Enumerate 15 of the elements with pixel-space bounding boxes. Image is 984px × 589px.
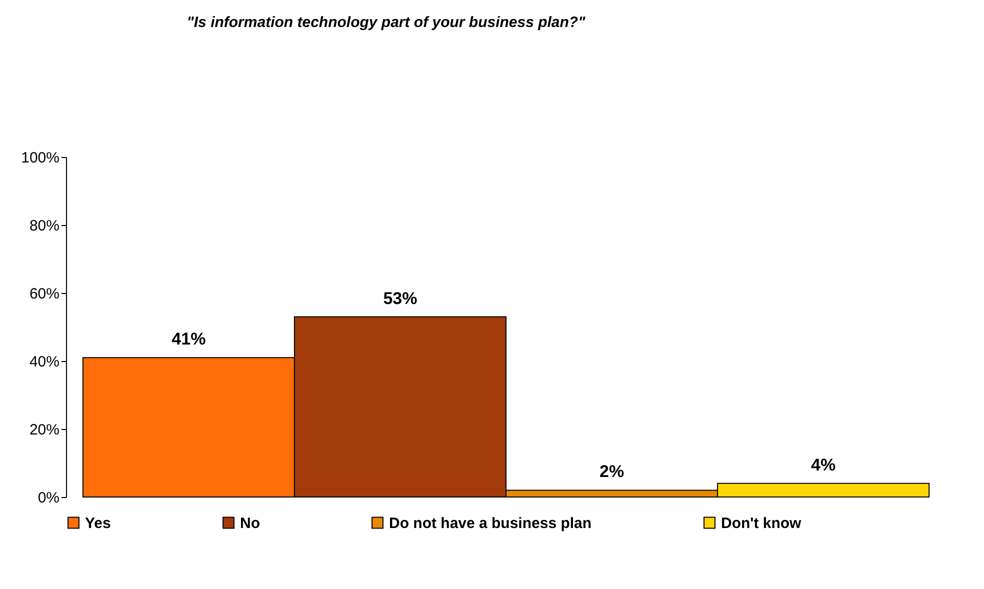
y-tick-label: 20% <box>29 422 60 438</box>
legend-label: Don't know <box>721 514 802 532</box>
y-tick-label: 60% <box>29 286 60 302</box>
legend-label: Yes <box>85 514 111 532</box>
y-tick-label: 40% <box>29 354 60 370</box>
data-label: 4% <box>811 455 836 474</box>
data-label: 41% <box>172 330 206 349</box>
data-label: 2% <box>599 462 624 482</box>
y-tick-label: 80% <box>29 218 60 234</box>
y-tick-label: 0% <box>38 490 60 506</box>
legend-label: Do not have a business plan <box>389 514 592 532</box>
chart-title: "Is information technology part of your business plan?" <box>186 14 586 31</box>
y-tick-label: 100% <box>21 150 60 166</box>
data-label: 53% <box>383 288 418 308</box>
legend-label: No <box>240 514 260 532</box>
